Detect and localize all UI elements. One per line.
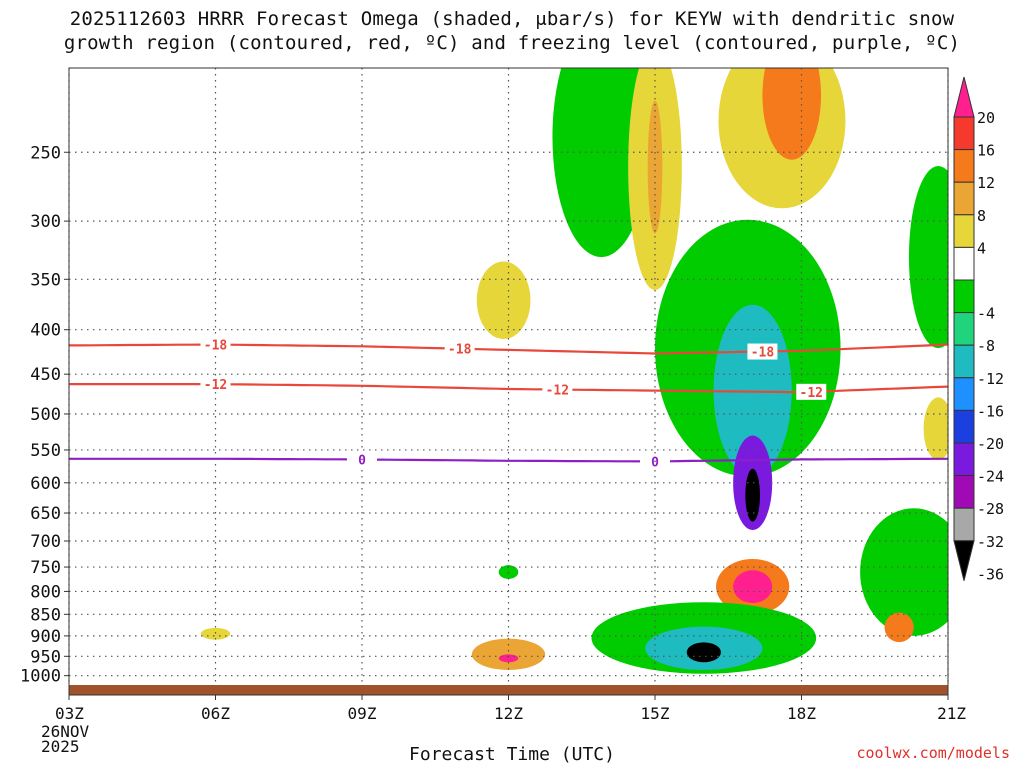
colorbar-segment-3 <box>953 181 975 216</box>
omega-feature-15 <box>733 570 773 604</box>
contour-label-1-2: -12 <box>800 386 823 401</box>
y-tick-label-9: 700 <box>30 532 61 552</box>
omega-feature-5 <box>552 68 651 258</box>
x-tick-label-6: 21Z <box>937 704 966 723</box>
omega-feature-21 <box>908 166 948 349</box>
omega-feature-18 <box>686 642 721 663</box>
y-tick-label-2: 350 <box>30 270 61 290</box>
x-tick-label-0: 03Z <box>55 704 84 723</box>
x-date-label-0: 26NOV <box>41 722 90 741</box>
omega-feature-11 <box>745 468 760 522</box>
colorbar-label-9: -20 <box>977 435 1004 453</box>
colorbar-segment-5 <box>953 246 975 281</box>
contour-label-bg-0-2 <box>747 343 778 360</box>
colorbar-segment-6 <box>953 279 975 314</box>
omega-feature-20 <box>884 612 914 643</box>
ground-surface-bar <box>69 685 948 695</box>
colorbar-label-3: 8 <box>977 207 986 225</box>
colorbar-segment-11 <box>953 442 975 477</box>
temperature-contours: -18 -18 -18 -12 -12 -12 0 0 <box>69 336 948 470</box>
omega-feature-2 <box>498 654 519 663</box>
colorbar-bottom-arrow <box>953 540 975 581</box>
colorbar-segment-2 <box>953 149 975 183</box>
x-date-label-1: 2025 <box>41 737 80 756</box>
colorbar-label-8: -16 <box>977 402 1004 420</box>
y-tick-label-12: 850 <box>30 605 61 625</box>
omega-feature-1 <box>471 638 546 670</box>
y-tick-label-14: 950 <box>30 647 61 667</box>
y-tick-label-0: 250 <box>30 143 61 163</box>
contour-label-bg-0-0 <box>200 336 231 353</box>
chart-title-line-1: 2025112603 HRRR Forecast Omega (shaded, … <box>69 8 955 30</box>
source-credit: coolwx.com/models <box>856 744 1010 762</box>
colorbar-label-5: -4 <box>977 305 995 323</box>
contour-label-bg-0-1 <box>444 340 475 357</box>
omega-feature-13 <box>762 68 822 160</box>
omega-feature-4 <box>476 261 531 340</box>
contour-label-bg-1-2 <box>796 383 827 400</box>
omega-feature-7 <box>647 100 663 234</box>
omega-feature-19 <box>860 508 948 636</box>
contour-label-0-0: -18 <box>204 339 228 354</box>
x-tick-label-5: 18Z <box>787 704 816 723</box>
y-tick-label-6: 550 <box>30 441 61 461</box>
colorbar-segment-9 <box>953 377 975 411</box>
omega-shading <box>200 68 948 674</box>
contour-label-1-0: -12 <box>204 378 227 393</box>
omega-feature-3 <box>200 627 231 640</box>
x-axis-label: Forecast Time (UTC) <box>409 744 615 765</box>
contour-label-bg-1-0 <box>200 376 231 393</box>
y-tick-label-1: 300 <box>30 212 61 232</box>
contour-label-0-2: -18 <box>751 346 775 361</box>
colorbar-segment-4 <box>953 214 975 248</box>
colorbar-segment-8 <box>953 344 975 379</box>
x-tick-label-3: 12Z <box>494 704 523 723</box>
colorbar-label-7: -12 <box>977 370 1004 388</box>
x-tick-label-2: 09Z <box>348 704 377 723</box>
y-tick-label-15: 1000 <box>20 667 61 687</box>
contour-line-2 <box>69 457 948 463</box>
omega-feature-22 <box>923 397 948 461</box>
colorbar-segment-12 <box>953 475 975 509</box>
colorbar-top-arrow <box>953 76 975 118</box>
colorbar-segment-13 <box>953 507 975 542</box>
colorbar-label-2: 12 <box>977 174 995 192</box>
x-tick-label-1: 06Z <box>201 704 230 723</box>
contour-label-2-1: 0 <box>651 455 659 470</box>
contour-label-0-1: -18 <box>448 343 472 358</box>
y-tick-label-5: 500 <box>30 405 61 425</box>
colorbar-label-4: 4 <box>977 239 986 257</box>
contour-label-2-0: 0 <box>358 453 366 468</box>
y-tick-label-4: 450 <box>30 365 61 385</box>
y-tick-label-11: 800 <box>30 582 61 602</box>
y-tick-label-13: 900 <box>30 627 61 647</box>
chart-title-line-2: growth region (contoured, red, ºC) and f… <box>63 32 961 54</box>
colorbar-label-0: 20 <box>977 109 995 127</box>
colorbar-label-13: -36 <box>977 565 1004 583</box>
colorbar-label-6: -8 <box>977 337 995 355</box>
contour-label-1-1: -12 <box>546 384 569 399</box>
y-tick-label-8: 650 <box>30 504 61 524</box>
x-tick-label-4: 15Z <box>641 704 670 723</box>
y-axis-ticks: 2503003504004505005506006507007508008509… <box>20 143 69 687</box>
colorbar-label-10: -24 <box>977 468 1004 486</box>
colorbar-segment-1 <box>953 116 975 151</box>
y-tick-label-7: 600 <box>30 474 61 494</box>
y-tick-label-10: 750 <box>30 558 61 578</box>
colorbar-label-1: 16 <box>977 142 995 160</box>
contour-label-bg-1-1 <box>542 381 573 398</box>
colorbar-segment-10 <box>953 409 975 444</box>
contour-label-bg-2-0 <box>347 451 377 468</box>
colorbar-segment-7 <box>953 312 975 346</box>
y-tick-label-3: 400 <box>30 321 61 341</box>
contour-label-bg-2-1 <box>640 453 670 470</box>
grid-lines <box>68 68 949 685</box>
colorbar-label-12: -32 <box>977 533 1004 551</box>
colorbar-label-11: -28 <box>977 500 1004 518</box>
omega-colorbar: 20 16 12 8 4 -4 -8 -12 -16 -20 -24 -28 -32 -36 <box>953 76 1004 583</box>
